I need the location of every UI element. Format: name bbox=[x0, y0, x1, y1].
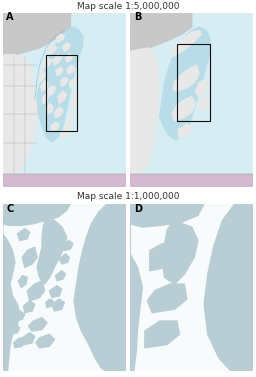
Polygon shape bbox=[67, 65, 75, 74]
Polygon shape bbox=[3, 204, 20, 371]
Text: Map scale 1:5,000,000: Map scale 1:5,000,000 bbox=[77, 2, 179, 11]
Polygon shape bbox=[47, 86, 56, 97]
Text: C: C bbox=[6, 204, 14, 214]
Polygon shape bbox=[43, 58, 52, 69]
Polygon shape bbox=[46, 299, 53, 308]
Polygon shape bbox=[70, 102, 78, 110]
Polygon shape bbox=[27, 281, 45, 301]
Polygon shape bbox=[130, 204, 204, 227]
Polygon shape bbox=[171, 31, 202, 57]
Polygon shape bbox=[160, 27, 210, 140]
Polygon shape bbox=[130, 48, 158, 173]
Polygon shape bbox=[48, 44, 57, 55]
Polygon shape bbox=[52, 299, 64, 311]
Polygon shape bbox=[14, 338, 25, 348]
Polygon shape bbox=[178, 124, 192, 138]
Polygon shape bbox=[19, 276, 27, 287]
Polygon shape bbox=[61, 129, 68, 138]
Polygon shape bbox=[36, 334, 54, 348]
Text: Map scale 1:1,000,000: Map scale 1:1,000,000 bbox=[77, 192, 179, 201]
Polygon shape bbox=[172, 97, 195, 121]
Polygon shape bbox=[3, 13, 70, 57]
Polygon shape bbox=[130, 204, 142, 371]
Polygon shape bbox=[69, 79, 77, 88]
Polygon shape bbox=[3, 204, 70, 225]
Polygon shape bbox=[46, 103, 53, 114]
Polygon shape bbox=[56, 67, 63, 76]
Polygon shape bbox=[38, 70, 46, 83]
Polygon shape bbox=[41, 81, 48, 91]
Polygon shape bbox=[61, 77, 68, 86]
Text: A: A bbox=[6, 12, 14, 22]
Bar bbox=[3, 175, 126, 187]
Polygon shape bbox=[145, 321, 179, 348]
Polygon shape bbox=[24, 301, 35, 313]
Text: B: B bbox=[134, 12, 141, 22]
Polygon shape bbox=[66, 53, 73, 62]
Polygon shape bbox=[150, 244, 177, 271]
Polygon shape bbox=[14, 311, 25, 321]
Polygon shape bbox=[72, 91, 79, 100]
Polygon shape bbox=[59, 254, 69, 264]
Polygon shape bbox=[9, 324, 20, 334]
Polygon shape bbox=[173, 65, 199, 91]
Polygon shape bbox=[58, 91, 67, 103]
Polygon shape bbox=[195, 79, 208, 97]
Text: D: D bbox=[134, 204, 142, 214]
Polygon shape bbox=[74, 204, 126, 371]
Bar bbox=[46, 55, 77, 131]
Polygon shape bbox=[49, 286, 62, 297]
Polygon shape bbox=[17, 229, 30, 241]
Polygon shape bbox=[53, 55, 62, 65]
Polygon shape bbox=[28, 318, 47, 331]
Polygon shape bbox=[37, 27, 83, 141]
Polygon shape bbox=[162, 220, 198, 284]
Polygon shape bbox=[204, 204, 253, 371]
Polygon shape bbox=[62, 241, 73, 251]
Polygon shape bbox=[22, 247, 37, 267]
Polygon shape bbox=[68, 114, 74, 121]
Polygon shape bbox=[198, 97, 209, 110]
Polygon shape bbox=[51, 123, 59, 131]
Polygon shape bbox=[130, 13, 192, 51]
Polygon shape bbox=[147, 284, 187, 313]
Polygon shape bbox=[56, 271, 66, 281]
Polygon shape bbox=[54, 107, 63, 117]
Polygon shape bbox=[63, 43, 70, 51]
Polygon shape bbox=[3, 55, 37, 173]
Polygon shape bbox=[22, 333, 35, 345]
Polygon shape bbox=[42, 95, 48, 103]
Polygon shape bbox=[37, 217, 67, 284]
Polygon shape bbox=[64, 123, 72, 131]
Bar bbox=[130, 175, 253, 187]
Bar bbox=[177, 44, 210, 121]
Polygon shape bbox=[57, 34, 64, 43]
